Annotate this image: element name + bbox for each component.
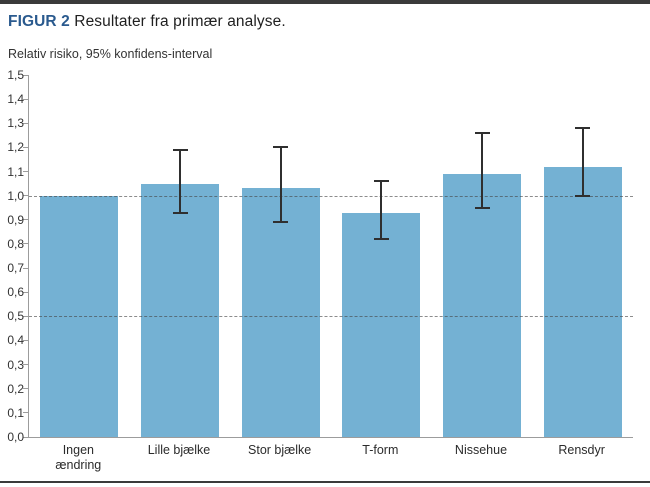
y-axis-tick-label: 1,1	[7, 164, 24, 179]
error-bar	[279, 147, 282, 223]
y-axis-tick	[23, 243, 28, 245]
error-bar-cap	[474, 131, 490, 134]
x-axis-category-label: Lille bjælke	[147, 443, 211, 457]
y-axis-tick	[23, 412, 28, 414]
bar	[443, 173, 521, 437]
error-bar-cap	[273, 146, 289, 149]
bar	[543, 166, 622, 437]
y-axis-tick-label: 0,7	[7, 261, 24, 276]
x-axis-category-label: Nissehue	[454, 443, 508, 457]
y-axis-tick-label: 0,9	[7, 212, 24, 227]
y-axis-tick	[23, 267, 28, 269]
figure-subtitle: Relativ risiko, 95% konfidens-interval	[8, 47, 213, 61]
figure-title-line: FIGUR 2 Resultater fra primær analyse.	[8, 13, 286, 31]
y-axis-tick-label: 1,5	[7, 68, 24, 82]
y-axis-tick	[23, 74, 28, 76]
error-bar	[481, 132, 483, 208]
y-axis-tick	[23, 364, 28, 366]
error-bar	[179, 149, 181, 213]
y-axis-tick-label: 1,4	[7, 92, 24, 107]
error-bar-cap	[474, 206, 490, 209]
y-axis-tick-label: 1,0	[7, 188, 24, 203]
error-bar-cap	[373, 180, 389, 183]
y-axis-tick-label: 1,3	[7, 116, 24, 131]
bar	[40, 195, 119, 437]
y-axis-tick-label: 0,2	[7, 381, 24, 396]
error-bar	[380, 181, 383, 240]
x-axis-category-label: Stor bjælke	[248, 443, 312, 457]
plot-area: 0,0 0,1 0,2 0,3 0,4 0,5 0,6 0,7 0,8 0,9 1,0 1,1 1,2 1…	[7, 69, 633, 443]
x-axis-category-label: T-form	[362, 443, 399, 457]
y-axis-tick-label: 0,6	[7, 285, 24, 300]
y-axis-tick	[23, 291, 28, 293]
y-axis-tick	[23, 219, 28, 221]
x-axis-category-label: Ingen ændring	[55, 443, 102, 472]
y-axis-tick-label: 1,2	[7, 140, 24, 155]
figure-title-text: Resultater fra primær analyse.	[74, 13, 286, 30]
y-axis-tick-label: 0,5	[7, 309, 24, 324]
error-bar-cap	[373, 238, 389, 241]
top-rule	[0, 0, 650, 4]
y-axis-tick	[23, 339, 28, 341]
y-axis-tick	[23, 436, 28, 438]
y-axis-tick	[23, 171, 28, 173]
y-axis-tick	[23, 122, 28, 124]
y-axis-tick	[23, 98, 28, 100]
y-axis-tick-label: 0,8	[7, 236, 24, 251]
bottom-rule	[0, 481, 650, 483]
y-axis-tick-label: 0,4	[7, 333, 24, 348]
figure-label: FIGUR 2	[8, 13, 70, 30]
y-axis-tick	[23, 195, 28, 197]
error-bar-cap	[575, 194, 591, 197]
y-axis-tick	[23, 146, 28, 148]
y-axis-tick	[23, 388, 28, 390]
y-axis-tick-label: 0,3	[7, 357, 24, 372]
bar	[241, 188, 320, 437]
y-axis-tick-label: 0,1	[7, 405, 24, 420]
y-axis-tick-label: 0,0	[7, 430, 24, 444]
x-axis-labels: Ingen ændring Lille bjælke Stor bjælke T-fo…	[28, 443, 632, 479]
error-bar-cap	[172, 211, 188, 214]
error-bar	[581, 128, 584, 196]
bar	[342, 212, 421, 437]
reference-line	[29, 316, 633, 318]
y-axis-tick	[23, 315, 28, 317]
error-bar-cap	[273, 221, 289, 224]
error-bar-cap	[172, 148, 188, 151]
x-axis-category-label: Rensdyr	[558, 443, 605, 457]
bar	[141, 183, 219, 437]
error-bar-cap	[575, 127, 591, 130]
reference-line	[29, 195, 633, 197]
